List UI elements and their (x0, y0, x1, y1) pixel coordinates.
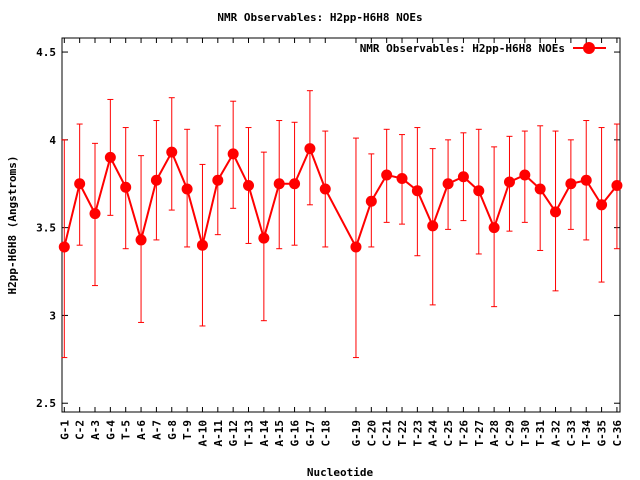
chart-title: NMR Observables: H2pp-H6H8 NOEs (217, 11, 422, 24)
data-point (565, 178, 577, 190)
y-tick-label: 4.5 (36, 46, 56, 59)
x-tick-label: G-16 (289, 420, 302, 447)
x-tick-label: A-28 (488, 420, 501, 447)
data-point (580, 174, 592, 186)
data-point (519, 169, 531, 181)
legend: NMR Observables: H2pp-H6H8 NOEs (360, 42, 606, 55)
x-tick-label: G-1 (58, 420, 71, 440)
data-point (534, 183, 546, 195)
x-tick-label: T-34 (580, 420, 593, 447)
data-point (503, 176, 515, 188)
data-point (258, 232, 270, 244)
x-ticks: G-1 C-2 A-3 G-4 T-5 A-6 A-7 G-8 T-9 A-10 A-11 G-12 T… (58, 38, 624, 447)
x-tick-label: A-3 (89, 420, 102, 440)
x-tick-label: T-9 (181, 420, 194, 440)
data-point (396, 172, 408, 184)
x-tick-label: T-13 (243, 420, 256, 447)
data-point (181, 183, 193, 195)
x-axis-label: Nucleotide (307, 466, 374, 479)
data-point (319, 183, 331, 195)
x-tick-label: G-4 (104, 420, 117, 440)
data-point (166, 146, 178, 158)
x-tick-label: C-36 (611, 420, 624, 447)
legend-marker-swatch (583, 42, 595, 54)
x-tick-label: G-19 (350, 420, 363, 447)
x-tick-label: C-20 (365, 420, 378, 447)
x-tick-label: T-27 (473, 420, 486, 447)
x-tick-label: T-30 (519, 420, 532, 447)
x-tick-label: T-23 (411, 420, 424, 447)
x-tick-label: T-22 (396, 420, 409, 447)
data-point (58, 241, 70, 253)
data-point (350, 241, 362, 253)
data-point (104, 151, 116, 163)
x-tick-label: G-8 (166, 420, 179, 440)
x-tick-label: C-29 (503, 420, 516, 447)
data-point (89, 208, 101, 220)
data-point (488, 222, 500, 234)
x-tick-label: A-14 (258, 420, 271, 447)
x-tick-label: T-31 (534, 420, 547, 447)
x-tick-label: T-26 (457, 420, 470, 447)
data-point (381, 169, 393, 181)
data-point (442, 178, 454, 190)
y-tick-label: 3.5 (36, 222, 56, 235)
data-point (74, 178, 86, 190)
data-points (58, 143, 623, 253)
x-tick-label: A-6 (135, 420, 148, 440)
data-point (304, 143, 316, 155)
x-tick-label: C-2 (74, 420, 87, 440)
x-tick-label: C-33 (565, 420, 578, 447)
x-tick-label: C-18 (319, 420, 332, 447)
x-tick-label: C-25 (442, 420, 455, 447)
data-point (550, 206, 562, 218)
x-tick-label: G-35 (596, 420, 609, 447)
x-tick-label: A-10 (196, 420, 209, 447)
x-tick-label: T-5 (120, 420, 133, 440)
data-point (473, 185, 485, 197)
data-point (120, 181, 132, 193)
x-tick-label: A-11 (212, 420, 225, 447)
data-point (212, 174, 224, 186)
series-line (63, 145, 618, 250)
x-tick-label: A-7 (150, 420, 163, 440)
data-point (611, 179, 623, 191)
data-point (289, 178, 301, 190)
y-tick-label: 2.5 (36, 397, 56, 410)
data-point (150, 174, 162, 186)
data-point (427, 220, 439, 232)
x-tick-label: C-21 (381, 420, 394, 447)
data-point (135, 234, 147, 246)
data-point (596, 199, 608, 211)
legend-label: NMR Observables: H2pp-H6H8 NOEs (360, 42, 565, 55)
data-point (411, 185, 423, 197)
x-tick-label: A-32 (550, 420, 563, 447)
x-tick-label: A-24 (427, 420, 440, 447)
data-point (365, 195, 377, 207)
y-tick-label: 3 (49, 309, 56, 322)
y-tick-label: 4 (49, 134, 56, 147)
plot-frame (61, 37, 621, 413)
data-point (273, 178, 285, 190)
x-tick-label: A-15 (273, 420, 286, 447)
y-ticks: 2.5 3 3.5 4 4.5 (36, 46, 620, 410)
data-point (227, 148, 239, 160)
x-tick-label: G-17 (304, 420, 317, 447)
data-point (457, 171, 469, 183)
y-axis-label: H2pp-H6H8 (Angstroms) (6, 155, 19, 294)
x-tick-label: G-12 (227, 420, 240, 447)
data-point (243, 179, 255, 191)
data-point (196, 239, 208, 251)
